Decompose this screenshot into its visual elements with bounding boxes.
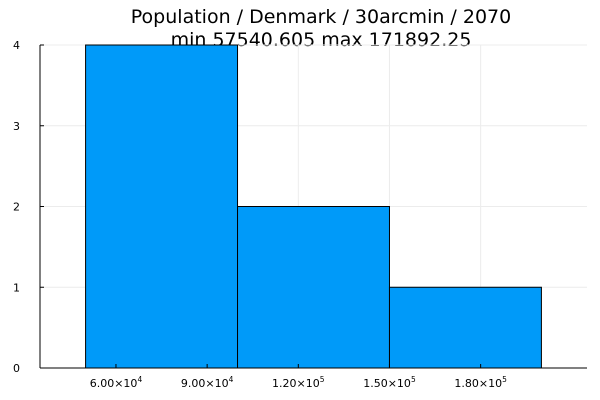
y-tick-label: 0 — [13, 362, 20, 375]
x-tick-label: 9.00×104 — [181, 375, 234, 390]
y-tick-label: 2 — [13, 201, 20, 214]
y-tick-label: 3 — [13, 120, 20, 133]
y-tick-label: 1 — [13, 281, 20, 294]
title-line-1: Population / Denmark / 30arcmin / 2070 — [131, 6, 511, 28]
x-tick-label: 1.80×105 — [454, 375, 507, 390]
histogram-bars — [85, 44, 542, 369]
x-axis-ticks: 6.00×104 9.00×104 1.20×105 1.50×105 1.80×105 — [90, 364, 507, 390]
x-tick-label: 6.00×104 — [90, 375, 143, 390]
y-tick-label: 4 — [13, 39, 20, 52]
histogram-bar — [388, 286, 542, 369]
x-tick-label: 1.50×105 — [363, 375, 416, 390]
x-tick-label: 1.20×105 — [272, 375, 325, 390]
histogram-bar — [85, 44, 239, 369]
histogram-bar — [237, 206, 390, 369]
y-axis-ticks: 0 1 2 3 4 — [13, 39, 44, 375]
chart-title: Population / Denmark / 30arcmin / 2070 m… — [131, 6, 511, 51]
